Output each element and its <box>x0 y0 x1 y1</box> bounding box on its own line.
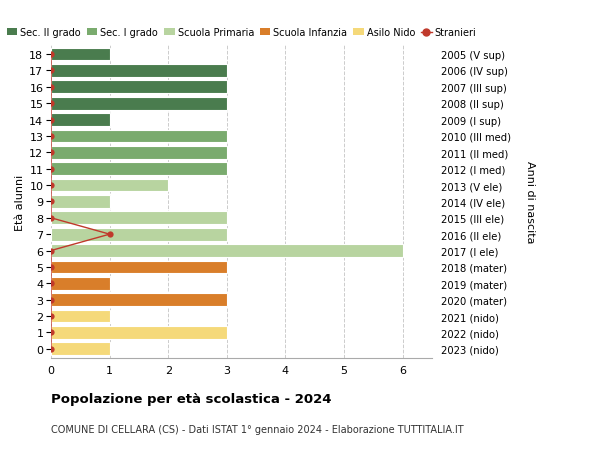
Bar <box>51 261 227 274</box>
Bar <box>51 98 227 110</box>
Y-axis label: Anni di nascita: Anni di nascita <box>525 161 535 243</box>
Bar <box>51 130 227 143</box>
Bar <box>51 179 168 192</box>
Bar <box>51 245 403 257</box>
Text: Popolazione per età scolastica - 2024: Popolazione per età scolastica - 2024 <box>51 392 331 405</box>
Text: COMUNE DI CELLARA (CS) - Dati ISTAT 1° gennaio 2024 - Elaborazione TUTTITALIA.IT: COMUNE DI CELLARA (CS) - Dati ISTAT 1° g… <box>51 425 464 435</box>
Bar <box>51 294 227 306</box>
Bar <box>51 196 110 208</box>
Bar <box>51 228 227 241</box>
Legend: Sec. II grado, Sec. I grado, Scuola Primaria, Scuola Infanzia, Asilo Nido, Stran: Sec. II grado, Sec. I grado, Scuola Prim… <box>7 28 476 38</box>
Bar <box>51 277 110 290</box>
Bar <box>51 326 227 339</box>
Bar <box>51 65 227 78</box>
Bar <box>51 212 227 224</box>
Bar <box>51 310 110 323</box>
Bar <box>51 49 110 61</box>
Y-axis label: Età alunni: Età alunni <box>15 174 25 230</box>
Bar <box>51 114 110 127</box>
Bar <box>51 343 110 355</box>
Bar <box>51 163 227 176</box>
Bar <box>51 81 227 94</box>
Bar <box>51 146 227 159</box>
